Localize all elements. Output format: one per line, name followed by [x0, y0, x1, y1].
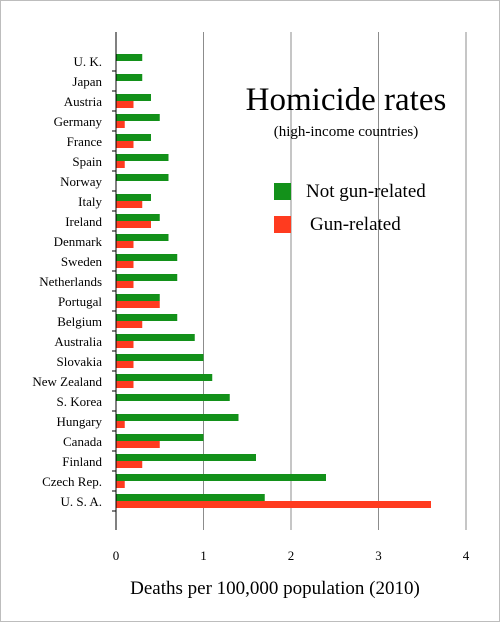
category-label: Ireland [65, 214, 102, 229]
bar-gun [116, 141, 134, 148]
category-label: Czech Rep. [42, 474, 102, 489]
bar-not-gun [116, 414, 239, 421]
x-axis-label: Deaths per 100,000 population (2010) [130, 578, 420, 599]
bar-not-gun [116, 194, 151, 201]
grid-lines [203, 32, 467, 530]
bar-gun [116, 461, 143, 468]
bar-gun [116, 441, 160, 448]
bar-gun [116, 241, 134, 248]
category-label: Italy [78, 194, 102, 209]
category-label: Austria [64, 94, 103, 109]
bar-not-gun [116, 454, 256, 461]
bar-gun [116, 341, 134, 348]
bar-not-gun [116, 314, 178, 321]
bar-gun [116, 361, 134, 368]
legend-swatch-not-gun [274, 183, 291, 200]
category-label: Japan [72, 74, 102, 89]
bar-not-gun [116, 174, 169, 181]
category-label: Netherlands [39, 274, 102, 289]
category-label: Norway [60, 174, 102, 189]
bar-gun [116, 161, 125, 168]
bar-not-gun [116, 434, 204, 441]
bar-not-gun [116, 374, 213, 381]
bar-not-gun [116, 274, 178, 281]
bar-gun [116, 221, 151, 228]
bar-not-gun [116, 394, 230, 401]
category-label: U. K. [73, 54, 102, 69]
x-tick-label: 0 [113, 548, 120, 563]
bar-not-gun [116, 494, 265, 501]
bar-not-gun [116, 94, 151, 101]
bar-gun [116, 261, 134, 268]
category-label: U. S. A. [60, 494, 102, 509]
legend-label-gun: Gun-related [310, 214, 401, 235]
bar-not-gun [116, 154, 169, 161]
bar-gun [116, 121, 125, 128]
category-label: Germany [54, 114, 103, 129]
bar-gun [116, 201, 143, 208]
bar-not-gun [116, 54, 143, 61]
bar-not-gun [116, 234, 169, 241]
bar-not-gun [116, 74, 143, 81]
bar-gun [116, 381, 134, 388]
chart-title: Homicide rates [246, 82, 447, 118]
x-tick-label: 2 [288, 548, 295, 563]
category-label: Canada [63, 434, 102, 449]
category-label: Spain [72, 154, 102, 169]
bar-not-gun [116, 294, 160, 301]
x-tick-label: 1 [200, 548, 207, 563]
bar-gun [116, 481, 125, 488]
bar-gun [116, 321, 143, 328]
bar-gun [116, 421, 125, 428]
category-label: New Zealand [32, 374, 102, 389]
bar-not-gun [116, 134, 151, 141]
category-label: Belgium [57, 314, 102, 329]
bar-gun [116, 101, 134, 108]
bar-not-gun [116, 214, 160, 221]
category-label: Portugal [58, 294, 102, 309]
category-label: Australia [54, 334, 102, 349]
category-label: Finland [62, 454, 102, 469]
x-tick-label: 3 [375, 548, 382, 563]
bar-gun [116, 301, 160, 308]
bars [116, 54, 431, 508]
bar-not-gun [116, 254, 178, 261]
bar-not-gun [116, 474, 326, 481]
x-tick-label: 4 [463, 548, 470, 563]
bar-gun [116, 281, 134, 288]
bar-not-gun [116, 354, 204, 361]
category-label: France [67, 134, 103, 149]
legend-label-not-gun: Not gun-related [306, 181, 426, 202]
legend-swatch-gun [274, 216, 291, 233]
bar-gun [116, 501, 431, 508]
category-label: Hungary [57, 414, 103, 429]
bar-not-gun [116, 114, 160, 121]
category-label: Sweden [61, 254, 103, 269]
bar-not-gun [116, 334, 195, 341]
category-label: S. Korea [57, 394, 103, 409]
axes: U. K. Japan Austria Germany France Spain Norwa… [32, 32, 470, 563]
category-label: Denmark [54, 234, 103, 249]
chart-subtitle: (high-income countries) [274, 124, 419, 140]
category-label: Slovakia [57, 354, 103, 369]
